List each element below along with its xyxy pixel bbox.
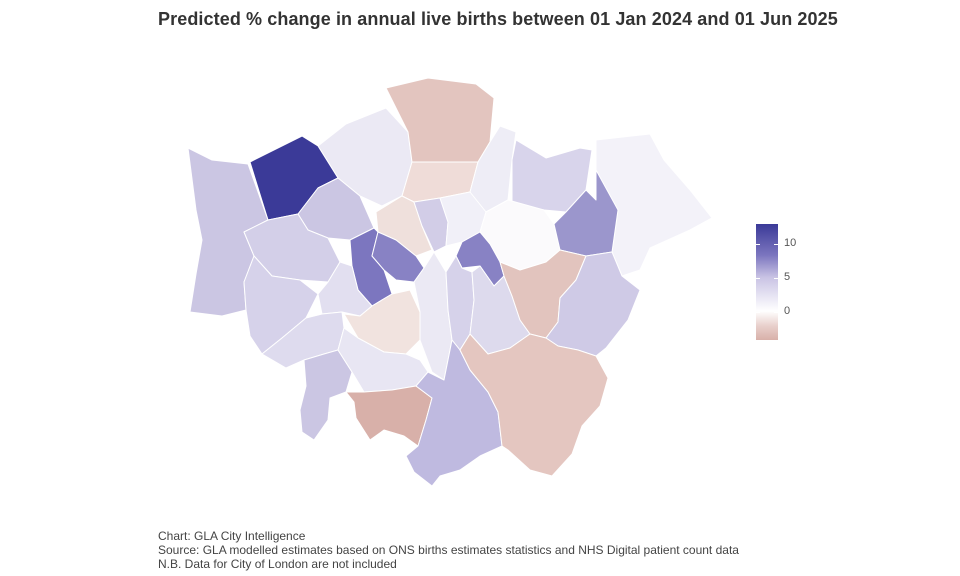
legend-label-5: 5 bbox=[784, 271, 791, 283]
legend-tick-10-right bbox=[774, 244, 778, 245]
legend-tick-0-right bbox=[774, 312, 778, 313]
legend-tick-10 bbox=[756, 244, 760, 245]
region-sutton bbox=[345, 385, 433, 447]
region-barking-dagenham bbox=[553, 169, 619, 257]
chart-title: Predicted % change in annual live births… bbox=[158, 9, 838, 29]
caption-source: Source: GLA modelled estimates based on … bbox=[158, 543, 739, 557]
legend-label-0: 0 bbox=[784, 305, 791, 317]
legend-tick-5-right bbox=[774, 278, 778, 279]
color-legend: 10 5 0 bbox=[756, 224, 826, 344]
caption-chart-credit: Chart: GLA City Intelligence bbox=[158, 529, 306, 543]
region-bromley bbox=[459, 333, 609, 477]
region-kingston bbox=[299, 349, 353, 441]
region-merton bbox=[337, 327, 429, 393]
chart-caption: Chart: GLA City Intelligence Source: GLA… bbox=[158, 529, 739, 571]
legend-label-10: 10 bbox=[784, 237, 797, 249]
legend-tick-5 bbox=[756, 278, 760, 279]
legend-tick-0 bbox=[756, 312, 760, 313]
caption-note: N.B. Data for City of London are not inc… bbox=[158, 557, 397, 571]
legend-color-bar bbox=[756, 224, 778, 340]
